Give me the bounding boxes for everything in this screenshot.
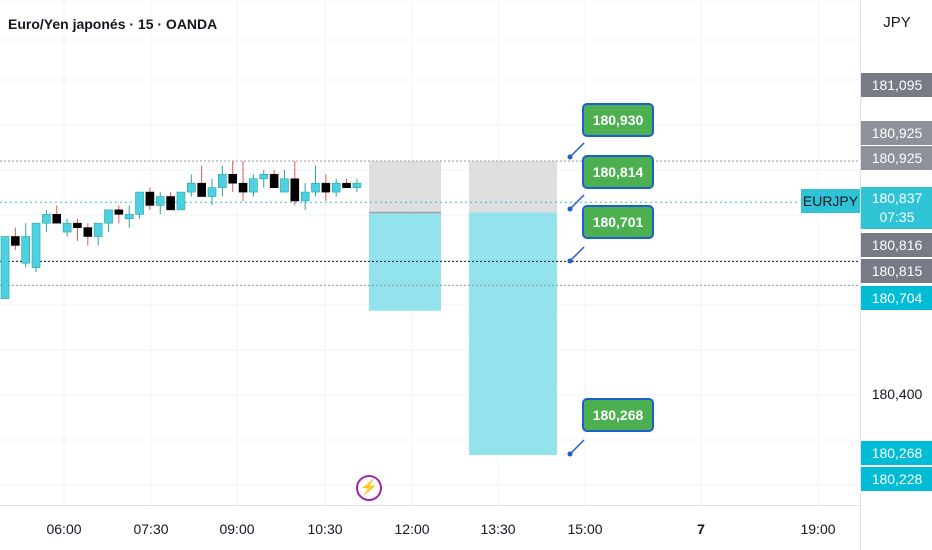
price-axis[interactable]: JPY 180,400 181,095 180,925 180,925 180,… (860, 0, 932, 550)
lightning-icon[interactable]: ⚡ (356, 475, 382, 501)
candle-body (176, 191, 186, 211)
callout-pointer (569, 246, 585, 262)
time-label: 06:00 (46, 521, 82, 537)
price-label: 180,925 (861, 121, 932, 145)
candle-body (352, 182, 362, 188)
price-label: 180,228 (861, 467, 932, 491)
candle-body (11, 236, 20, 246)
callout-target-1[interactable]: 180,701 (582, 205, 654, 239)
time-axis[interactable]: 06:00 07:30 09:00 10:30 12:00 13:30 15:0… (0, 505, 860, 550)
candle-body (52, 213, 62, 224)
candle-body (311, 182, 320, 193)
loss-zone (369, 161, 441, 213)
candle-body (145, 191, 155, 206)
candle-body (342, 182, 351, 188)
candle-body (21, 236, 31, 264)
callout-pointer-dot (567, 154, 573, 160)
price-tick: 180,400 (871, 386, 923, 402)
candle-body (228, 174, 237, 184)
candle-body (124, 213, 134, 220)
candle-body (238, 182, 248, 193)
candle-body (259, 174, 269, 180)
candle-body (249, 178, 258, 193)
candle-body (93, 222, 103, 237)
candle-body (207, 187, 217, 197)
chart-area[interactable]: Euro/Yen japonés · 15 · OANDA 180,930 18… (0, 0, 860, 505)
callout-pointer (569, 142, 585, 158)
currency-label: JPY (883, 14, 911, 31)
candle-body (300, 191, 310, 202)
candle-body (104, 209, 113, 224)
candle-body (83, 227, 93, 237)
callout-pointer (569, 439, 585, 455)
current-price-value: 180,837 (871, 190, 923, 206)
callout-pointer-dot (567, 206, 573, 212)
candle-body (187, 182, 196, 193)
loss-zone (469, 161, 557, 213)
callout-target-2[interactable]: 180,268 (582, 398, 654, 432)
candle-body (62, 222, 72, 233)
callout-pointer-dot (567, 451, 573, 457)
price-label: 180,704 (861, 286, 932, 310)
candle-body (135, 191, 144, 215)
candle-body (197, 182, 206, 197)
candle-body (0, 236, 10, 299)
price-label: 180,268 (861, 441, 932, 465)
candle-body (166, 196, 175, 211)
price-label: 181,095 (861, 73, 932, 97)
time-label: 13:30 (480, 521, 516, 537)
time-label: 10:30 (307, 521, 343, 537)
candle-body (331, 182, 341, 193)
candle-body (280, 178, 289, 193)
time-label: 07:30 (133, 521, 169, 537)
callout-stop[interactable]: 180,930 (582, 103, 654, 137)
candle-body (321, 182, 331, 193)
candle-body (114, 209, 124, 215)
time-label-day: 7 (697, 521, 705, 537)
price-label: 180,815 (861, 259, 932, 283)
countdown: 07:35 (879, 209, 915, 225)
callout-entry[interactable]: 180,814 (582, 155, 654, 189)
current-price-label: 180,837 07:35 (861, 187, 932, 229)
candle-body (155, 196, 165, 206)
candle-body (42, 213, 51, 224)
chart-title: Euro/Yen japonés · 15 · OANDA (8, 16, 218, 32)
symbol-tag: EURJPY (801, 189, 860, 213)
time-label: 12:00 (394, 521, 430, 537)
price-label: 180,816 (861, 233, 932, 257)
candle-body (290, 178, 300, 202)
callout-pointer (569, 194, 585, 210)
time-label: 19:00 (800, 521, 836, 537)
candle-body (31, 222, 41, 268)
time-label: 15:00 (567, 521, 603, 537)
time-label: 09:00 (219, 521, 255, 537)
candlestick-chart[interactable] (0, 0, 860, 505)
profit-zone (469, 212, 557, 455)
callout-pointer-dot (567, 258, 573, 264)
candle-body (269, 174, 279, 188)
candle-body (218, 174, 227, 188)
candle-body (73, 222, 82, 228)
price-label: 180,925 (861, 146, 932, 170)
